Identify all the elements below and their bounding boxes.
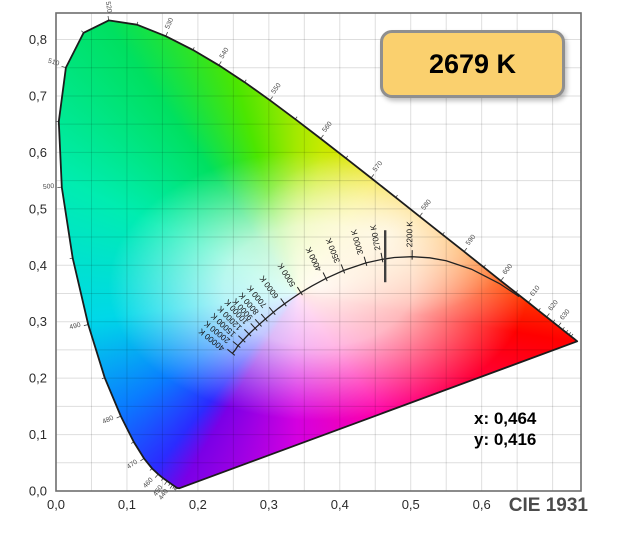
svg-text:450: 450 xyxy=(152,484,164,497)
svg-text:540: 540 xyxy=(219,47,231,61)
svg-text:0,1: 0,1 xyxy=(118,497,136,512)
svg-text:480: 480 xyxy=(102,415,115,426)
svg-text:460: 460 xyxy=(142,476,155,489)
svg-text:0,2: 0,2 xyxy=(189,497,207,512)
svg-text:510: 510 xyxy=(47,58,60,68)
svg-text:0,5: 0,5 xyxy=(29,201,47,216)
svg-text:600: 600 xyxy=(502,263,515,276)
svg-text:0,2: 0,2 xyxy=(29,371,47,386)
diagram-title: CIE 1931 xyxy=(508,495,588,516)
readout-x: x: 0,464 xyxy=(474,409,537,428)
svg-text:0,4: 0,4 xyxy=(331,497,349,512)
svg-text:0,5: 0,5 xyxy=(402,497,420,512)
svg-text:0,8: 0,8 xyxy=(29,32,47,47)
svg-text:0,0: 0,0 xyxy=(47,497,65,512)
svg-text:0,6: 0,6 xyxy=(473,497,491,512)
svg-text:0,0: 0,0 xyxy=(29,484,47,499)
readout-y: y: 0,416 xyxy=(474,430,537,449)
cct-badge-label: 2679 K xyxy=(428,48,517,79)
xy-readout: x: 0,464 y: 0,416 xyxy=(474,408,536,450)
svg-text:440: 440 xyxy=(158,488,170,501)
svg-text:610: 610 xyxy=(529,284,542,297)
svg-text:550: 550 xyxy=(270,82,282,95)
svg-text:490: 490 xyxy=(69,322,82,332)
svg-text:470: 470 xyxy=(126,458,139,470)
svg-text:0,3: 0,3 xyxy=(29,314,47,329)
svg-text:500: 500 xyxy=(43,183,55,191)
cct-badge: 2679 K xyxy=(380,30,565,98)
svg-text:620: 620 xyxy=(547,299,560,312)
svg-text:580: 580 xyxy=(420,198,433,211)
svg-text:0,1: 0,1 xyxy=(29,427,47,442)
svg-text:0,3: 0,3 xyxy=(260,497,278,512)
svg-text:560: 560 xyxy=(321,120,334,133)
svg-text:570: 570 xyxy=(372,160,385,173)
svg-text:530: 530 xyxy=(164,17,175,30)
svg-text:0,7: 0,7 xyxy=(29,88,47,103)
svg-text:630: 630 xyxy=(559,308,572,321)
svg-text:0,6: 0,6 xyxy=(29,145,47,160)
svg-text:590: 590 xyxy=(465,234,478,247)
svg-text:520: 520 xyxy=(104,1,113,13)
svg-text:0,4: 0,4 xyxy=(29,258,47,273)
